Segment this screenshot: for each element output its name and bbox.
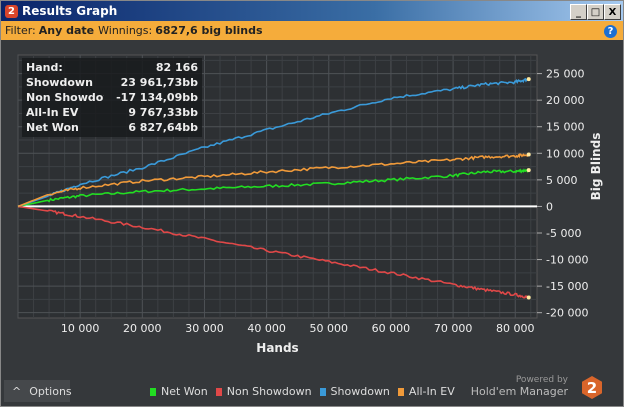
title-bar: 2 Results Graph _ □ X — [1, 1, 623, 21]
x-tick-label: 60 000 — [372, 322, 411, 335]
y-tick-label: 5 000 — [546, 174, 578, 187]
tooltip-key: All-In EV — [26, 106, 79, 119]
tooltip-row: All-In EV 9 767,33bb — [26, 105, 198, 120]
x-tick-label: 30 000 — [185, 322, 224, 335]
chevron-up-icon: ^ — [12, 384, 22, 398]
maximize-button[interactable]: □ — [587, 4, 604, 20]
y-tick-label: -15 000 — [546, 280, 588, 293]
tooltip-value: 6 827,64bb — [128, 121, 198, 134]
y-tick-label: -20 000 — [546, 307, 588, 320]
minimize-button[interactable]: _ — [570, 4, 587, 20]
filter-label: Filter: — [5, 24, 36, 37]
hover-tooltip: Hand: 82 166 Showdown 23 961,73bb Non Showdo… — [22, 58, 202, 137]
series-end-point — [526, 152, 531, 157]
tooltip-key: Net Won — [26, 121, 79, 134]
series-line-all-in-ev — [17, 153, 530, 208]
series-line-showdown — [17, 77, 530, 208]
series-line-net-won — [17, 168, 530, 208]
x-tick-label: 80 000 — [496, 322, 535, 335]
tooltip-row: Showdown 23 961,73bb — [26, 75, 198, 90]
tooltip-value: 23 961,73bb — [120, 76, 198, 89]
winnings-label: Winnings: — [98, 24, 153, 37]
tooltip-row: Net Won 6 827,64bb — [26, 120, 198, 135]
legend-label: Showdown — [330, 385, 390, 398]
legend-swatch — [319, 387, 326, 396]
x-tick-label: 10 000 — [61, 322, 100, 335]
series-end-point — [526, 295, 531, 300]
y-tick-label: -10 000 — [546, 254, 588, 267]
tooltip-key: Showdown — [26, 76, 93, 89]
x-tick-label: 50 000 — [310, 322, 349, 335]
legend-swatch — [215, 387, 222, 396]
tooltip-key: Non Showdown — [26, 91, 104, 104]
brand-name: Hold'em Manager — [470, 385, 568, 398]
legend-item[interactable]: Showdown — [319, 385, 390, 398]
hem-logo-icon: 2 — [582, 376, 602, 399]
filter-date[interactable]: Any date — [38, 24, 95, 37]
x-axis-label: Hands — [256, 341, 298, 355]
series-end-point — [526, 77, 531, 82]
x-tick-label: 20 000 — [123, 322, 162, 335]
legend-label: Net Won — [161, 385, 208, 398]
options-label: Options — [29, 384, 72, 398]
legend: Net Won Non Showdown Showdown All-In EV — [150, 385, 463, 398]
series-end-point — [526, 168, 531, 173]
legend-label: All-In EV — [408, 385, 455, 398]
winnings-value: 6827,6 big blinds — [155, 24, 263, 37]
filter-bar: Filter: Any date Winnings: 6827,6 big bl… — [1, 21, 623, 40]
powered-by: Powered by — [515, 375, 568, 385]
help-icon[interactable]: ? — [604, 25, 617, 38]
y-axis-label: Big Blinds — [589, 133, 603, 201]
y-tick-label: 0 — [546, 200, 553, 213]
y-tick-label: 15 000 — [546, 121, 585, 134]
y-tick-label: 25 000 — [546, 68, 585, 81]
x-tick-label: 40 000 — [247, 322, 286, 335]
window-title: Results Graph — [22, 4, 118, 18]
tooltip-value: 9 767,33bb — [128, 106, 198, 119]
tooltip-key: Hand: — [26, 61, 63, 74]
legend-swatch — [397, 387, 404, 396]
app-logo-icon: 2 — [5, 4, 18, 18]
legend-swatch — [150, 387, 156, 396]
y-tick-label: 10 000 — [546, 147, 585, 160]
tooltip-row: Hand: 82 166 — [26, 60, 198, 75]
legend-item[interactable]: All-In EV — [397, 385, 455, 398]
tooltip-value: -17 134,09bb — [116, 91, 198, 104]
tooltip-value: 82 166 — [155, 61, 198, 74]
options-button[interactable]: ^ Options — [4, 380, 72, 402]
close-button[interactable]: X — [604, 4, 621, 20]
legend-label: Non Showdown — [226, 385, 312, 398]
legend-item[interactable]: Net Won — [150, 385, 208, 398]
y-tick-label: -5 000 — [546, 227, 581, 240]
brand: Powered by Hold'em Manager — [471, 373, 568, 398]
series-line-non-showdown — [17, 205, 529, 299]
tooltip-row: Non Showdown -17 134,09bb — [26, 90, 198, 105]
legend-item[interactable]: Non Showdown — [215, 385, 312, 398]
y-tick-label: 20 000 — [546, 94, 585, 107]
x-tick-label: 70 000 — [434, 322, 473, 335]
